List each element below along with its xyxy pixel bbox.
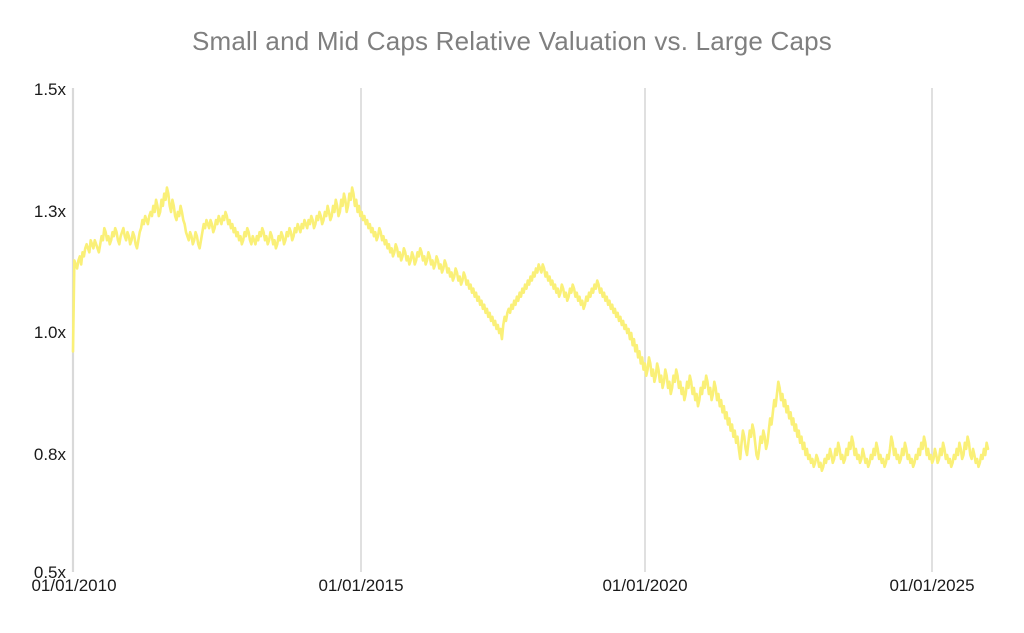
x-tick-label: 01/01/2010 — [31, 576, 117, 595]
y-tick-label: 0.5x — [33, 563, 66, 582]
y-axis-tick-labels: 1.5x 1.3x 1.0x 0.8x 0.5x — [6, 0, 66, 633]
y-tick-label: 1.0x — [33, 323, 66, 342]
y-tick-label: 1.5x — [33, 80, 66, 99]
x-tick-label: 01/01/2015 — [318, 576, 404, 595]
data-series-line — [71, 186, 990, 473]
x-tick-label: 01/01/2025 — [889, 576, 975, 595]
series-group — [71, 186, 990, 473]
y-tick-label: 0.8x — [33, 445, 66, 464]
x-tick-label: 01/01/2020 — [602, 576, 688, 595]
y-tick-label: 1.3x — [33, 202, 66, 221]
chart-title: Small and Mid Caps Relative Valuation vs… — [191, 26, 832, 56]
